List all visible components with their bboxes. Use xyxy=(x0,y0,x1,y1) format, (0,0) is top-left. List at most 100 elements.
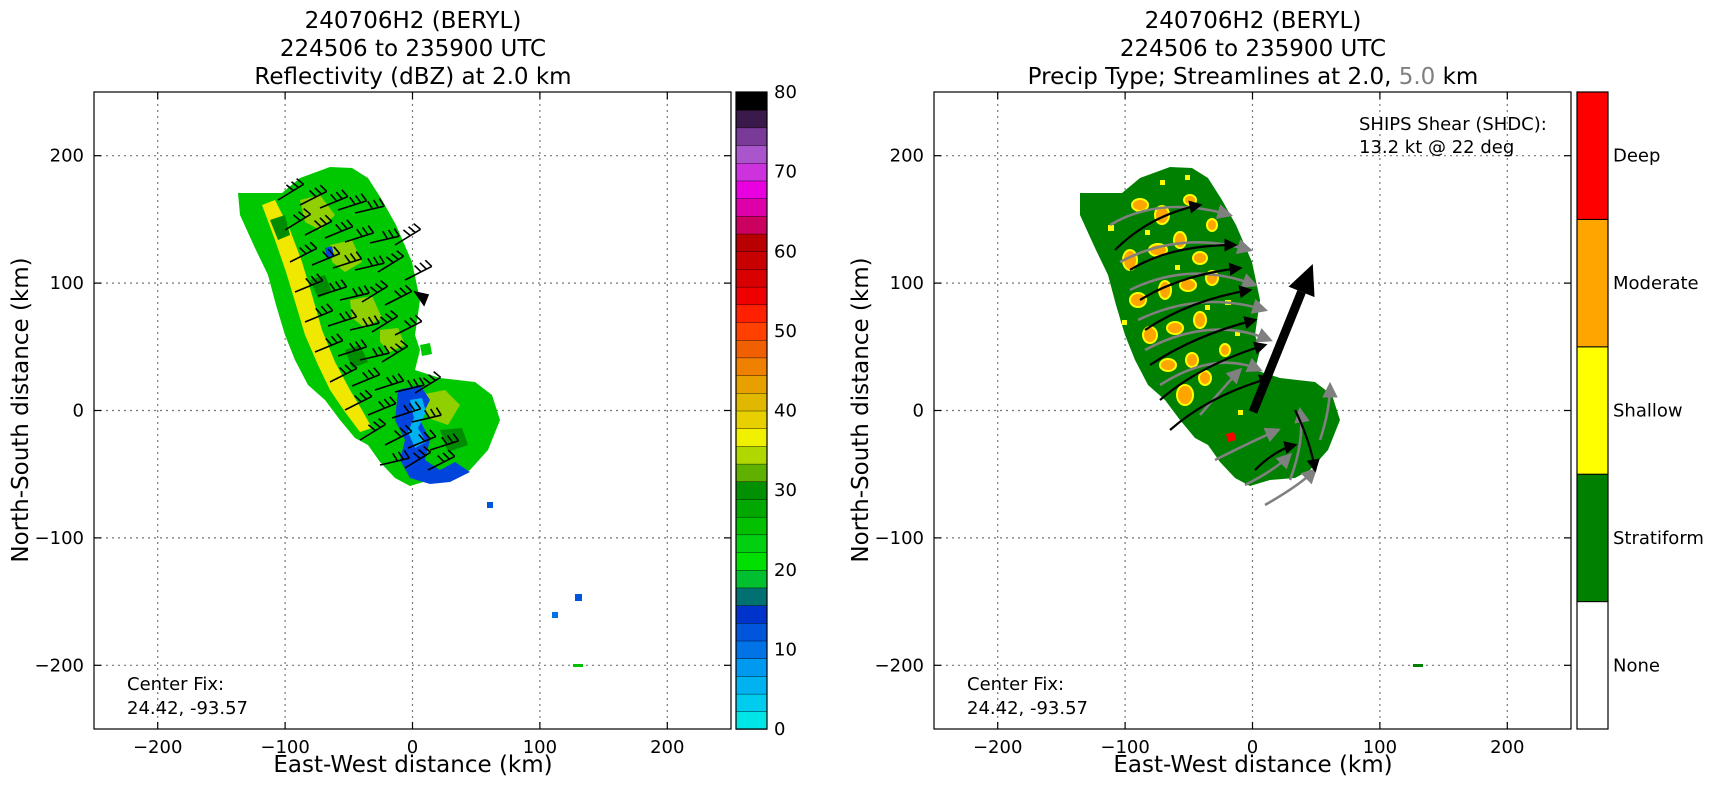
wind-barb-flag xyxy=(352,287,359,297)
wind-barb-flag xyxy=(385,313,393,321)
streamline-2km xyxy=(1144,285,1253,331)
y-tick-label: −200 xyxy=(875,655,924,676)
streamline-2km xyxy=(1254,441,1298,471)
wind-barb-flag xyxy=(362,371,370,380)
wind-barb-flag xyxy=(341,189,349,198)
streamline-2km xyxy=(1129,238,1238,271)
wind-barb-flag xyxy=(392,452,399,462)
wind-barb-staff xyxy=(284,213,311,231)
wind-barb-flag xyxy=(360,339,368,348)
wind-barb-flag xyxy=(322,250,330,259)
wind-barb-flag xyxy=(296,177,305,185)
wind-barb-flag xyxy=(379,316,388,324)
streamline-5km xyxy=(1214,427,1281,462)
wind-barb-staff xyxy=(374,380,404,391)
wind-barb-flag xyxy=(309,189,317,198)
wind-barb-flag xyxy=(399,427,407,435)
wind-barb-flag xyxy=(412,378,420,387)
wind-barb-flag xyxy=(394,429,402,438)
colorbar-segment xyxy=(735,392,768,412)
colorbar-segment xyxy=(735,463,768,482)
wind-barb-flag xyxy=(372,347,379,357)
streamline-5km xyxy=(1318,381,1338,441)
wind-barb-flag xyxy=(400,339,409,347)
wind-barb-flag xyxy=(414,264,422,273)
x-tick-label: 200 xyxy=(650,737,684,758)
colorbar-segment xyxy=(735,587,768,606)
wind-barb-flag xyxy=(377,346,385,355)
wind-barb-staff xyxy=(289,247,318,263)
wind-barb-flag xyxy=(419,262,427,270)
wind-barb-flag xyxy=(314,219,322,228)
wind-barb-flag xyxy=(367,257,374,267)
wind-barb-flag xyxy=(336,333,344,342)
left-center-fix-label: Center Fix: xyxy=(127,674,224,695)
streamline-5km xyxy=(1288,406,1310,481)
wind-barb-flag xyxy=(349,342,356,351)
wind-barb-flag xyxy=(378,417,387,425)
wind-barb-flag xyxy=(380,279,389,287)
wind-barb-flag xyxy=(344,254,351,263)
y-tick-label: −200 xyxy=(35,655,84,676)
colorbar-segment xyxy=(735,109,768,129)
wind-barb-staff xyxy=(394,320,423,336)
y-tick-label: 0 xyxy=(913,401,924,422)
wind-barb-staff xyxy=(317,286,347,297)
wind-barb-flag xyxy=(395,343,403,351)
colorbar-segment xyxy=(735,268,768,288)
wind-barb-staff xyxy=(329,367,358,383)
wind-barb-flag xyxy=(414,314,423,322)
wind-barb-flag xyxy=(326,303,334,312)
wind-barb-flag xyxy=(452,433,460,442)
wind-barb-staff xyxy=(404,265,433,281)
wind-barb-flag xyxy=(403,404,410,413)
streamline-2km xyxy=(1149,316,1258,366)
colorbar-segment xyxy=(735,658,768,677)
wind-barb-flag xyxy=(390,309,399,317)
colorbar-tick-label: 60 xyxy=(774,241,797,262)
wind-barb-flag xyxy=(292,214,301,222)
echo-blue-spot-1 xyxy=(325,246,334,258)
wind-barb-flag xyxy=(429,429,437,438)
right-tick-labels: −200 −100 0 100 200 −200 −100 0 100 200 xyxy=(875,146,1525,758)
x-tick-label: 200 xyxy=(1490,737,1524,758)
wind-barb-flag xyxy=(424,259,433,267)
wind-barb-flag xyxy=(309,241,318,249)
wind-barb-flag xyxy=(396,249,405,257)
wind-barb-flag xyxy=(372,256,380,265)
wind-barb-staff xyxy=(391,408,421,419)
wind-barb-flag xyxy=(327,248,335,257)
wind-barb-staff xyxy=(369,235,400,244)
wind-barb-staff xyxy=(371,315,398,333)
wind-barb-staff xyxy=(314,339,344,353)
wind-barb-flag xyxy=(389,346,398,354)
wind-barb-staff xyxy=(359,352,390,361)
wind-barb-staff xyxy=(429,440,459,451)
x-tick-label: −200 xyxy=(133,737,182,758)
wind-barb-flag xyxy=(330,193,338,202)
left-x-axis-label: East-West distance (km) xyxy=(273,752,552,778)
wind-barb-flag xyxy=(418,433,426,442)
wind-barb-flag xyxy=(378,400,386,409)
echo-lightgreen-patches xyxy=(300,195,460,425)
colorbar-segment xyxy=(735,410,768,429)
wind-barb-flag xyxy=(355,251,363,260)
wind-barb-flag xyxy=(442,452,450,460)
colorbar-tick-label: 20 xyxy=(774,560,797,581)
wind-barb-flag xyxy=(349,196,356,205)
right-x-axis-label: East-West distance (km) xyxy=(1113,752,1392,778)
wind-barb-staff xyxy=(351,373,381,387)
echo-blue-spot-3 xyxy=(575,594,582,601)
wind-barb-flag xyxy=(367,200,374,210)
wind-barb-staff xyxy=(337,200,367,211)
colorbar-segment xyxy=(735,144,768,164)
colorbar-segment xyxy=(735,445,768,465)
colorbar-segment xyxy=(735,91,768,111)
wind-barb-staff xyxy=(411,414,442,423)
wind-barb-flag xyxy=(393,228,400,237)
precip-colorbar-segment xyxy=(1576,218,1609,348)
wind-barb-flag xyxy=(437,454,445,463)
wind-barb-flag xyxy=(367,369,375,378)
wind-barb-flag xyxy=(404,284,413,292)
y-tick-label: −100 xyxy=(875,528,924,549)
